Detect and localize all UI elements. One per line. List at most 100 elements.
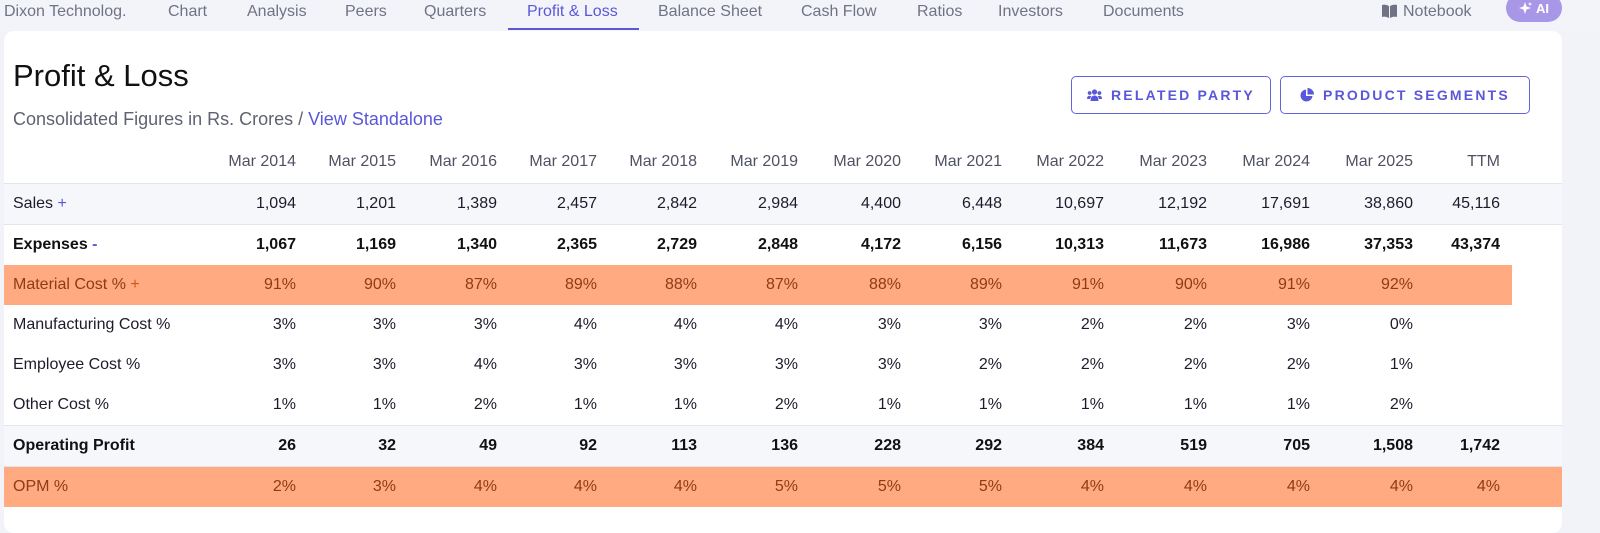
cell-value: 4%	[408, 466, 509, 507]
row-spacer	[1512, 425, 1562, 467]
cell-value: 4%	[1116, 466, 1219, 507]
company-name[interactable]: Dixon Technolog.	[4, 3, 127, 20]
related-party-button[interactable]: RELATED PARTY	[1071, 76, 1271, 114]
tab-investors[interactable]: Investors	[998, 3, 1063, 20]
tab-chart[interactable]: Chart	[168, 3, 208, 20]
cell-value: 1,094	[208, 183, 308, 225]
row-label-text: Other Cost %	[13, 396, 110, 413]
cell-value: 292	[913, 425, 1014, 467]
cell-value: 4%	[573, 316, 597, 333]
tab-ratios[interactable]: Ratios	[917, 3, 963, 20]
tab-profit-loss[interactable]: Profit & Loss	[527, 3, 618, 20]
row-label: Manufacturing Cost %	[4, 305, 208, 345]
row-label[interactable]: Expenses -	[4, 225, 208, 266]
cell-value: 519	[1116, 425, 1219, 467]
cell-value	[1425, 305, 1512, 345]
row-label-text: Manufacturing Cost %	[13, 316, 171, 333]
cell-value: 705	[1219, 425, 1322, 467]
column-header: Mar 2024	[1242, 153, 1310, 170]
cell-value: 38,860	[1322, 183, 1425, 225]
tab-cash-flow[interactable]: Cash Flow	[801, 3, 877, 20]
column-header: Mar 2021	[934, 153, 1002, 170]
collapse-toggle[interactable]: -	[92, 236, 98, 253]
cell-value: 2%	[1183, 316, 1207, 333]
cell-value: 3%	[1286, 316, 1310, 333]
cell-value: 89%	[509, 265, 609, 305]
header-row: Mar 2014 Mar 2015 Mar 2016 Mar 2017 Mar …	[4, 141, 1562, 184]
product-segments-button[interactable]: PRODUCT SEGMENTS	[1280, 76, 1530, 114]
cell-value: 91%	[1219, 265, 1322, 305]
cell-value: 4,172	[860, 236, 901, 253]
expand-toggle[interactable]: +	[57, 195, 67, 212]
cell-value: 37,353	[1364, 236, 1413, 253]
cell-value: 2%	[1286, 356, 1310, 373]
row-label-text: OPM %	[13, 478, 69, 495]
tab-documents[interactable]: Documents	[1103, 3, 1184, 20]
cell-value: 1%	[1389, 356, 1413, 373]
cell-value: 3%	[877, 356, 901, 373]
cell-value: 1,340	[456, 236, 497, 253]
cell-value: 1%	[573, 396, 597, 413]
cell-value: 136	[709, 425, 810, 467]
cell-value: 3%	[308, 466, 408, 507]
cell-value: 90%	[308, 265, 408, 305]
row-spacer	[1512, 345, 1562, 385]
cell-value: 2%	[978, 356, 1002, 373]
row-expenses[interactable]: Expenses - 1,067 1,169 1,340 2,365 2,729 2,848…	[4, 225, 1562, 266]
cell-value: 2%	[1080, 356, 1104, 373]
profit-loss-table: Mar 2014 Mar 2015 Mar 2016 Mar 2017 Mar …	[4, 141, 1562, 507]
cell-value: 2,848	[757, 236, 798, 253]
view-standalone-link[interactable]: View Standalone	[308, 109, 443, 129]
cell-value: 10,697	[1014, 183, 1116, 225]
cell-value: 17,691	[1219, 183, 1322, 225]
cell-value: 1,508	[1322, 425, 1425, 467]
cell-value: 4%	[473, 356, 497, 373]
cell-value: 87%	[408, 265, 509, 305]
ai-label: AI	[1536, 0, 1549, 16]
column-header: Mar 2016	[429, 153, 497, 170]
row-spacer	[1512, 265, 1562, 305]
tab-peers[interactable]: Peers	[345, 3, 387, 20]
row-spacer	[1512, 305, 1562, 345]
row-material-cost[interactable]: Material Cost % +91% 90% 87% 89% 88% 87% 88% 89…	[4, 265, 1562, 305]
cell-value: 2,984	[709, 183, 810, 225]
tab-analysis[interactable]: Analysis	[247, 3, 307, 20]
row-spacer	[1512, 466, 1562, 507]
cell-value: 16,986	[1261, 236, 1310, 253]
row-sales[interactable]: Sales +1,094 1,201 1,389 2,457 2,842 2,984 4,4…	[4, 183, 1562, 225]
row-label[interactable]: Material Cost % +	[4, 265, 208, 305]
cell-value: 113	[609, 425, 709, 467]
row-label-text: Expenses	[13, 236, 88, 253]
cell-value: 3%	[372, 316, 396, 333]
cell-value: 3%	[978, 316, 1002, 333]
cell-value: 5%	[709, 466, 810, 507]
top-nav: Dixon Technolog. Chart Analysis Peers Qu…	[0, 0, 1600, 32]
column-header: Mar 2020	[833, 153, 901, 170]
column-header: Mar 2018	[629, 153, 697, 170]
row-label-text: Material Cost %	[13, 276, 126, 293]
cell-value: 1%	[272, 396, 296, 413]
cell-value: 1,067	[255, 236, 296, 253]
tab-quarters[interactable]: Quarters	[424, 3, 487, 20]
cell-value: 3%	[573, 356, 597, 373]
cell-value: 2,457	[509, 183, 609, 225]
cell-value: 6,156	[961, 236, 1002, 253]
row-label-text: Operating Profit	[13, 437, 135, 454]
row-employee-cost: Employee Cost % 3% 3% 4% 3% 3% 3% 3% 2% 2% 2% 2% 1%	[4, 345, 1562, 385]
tab-balance-sheet[interactable]: Balance Sheet	[658, 3, 763, 20]
ai-button[interactable]: AI	[1506, 0, 1562, 22]
cell-value: 49	[408, 425, 509, 467]
row-spacer	[1512, 385, 1562, 426]
cell-value: 10,313	[1055, 236, 1104, 253]
notebook-label: Notebook	[1403, 3, 1472, 20]
subtitle-text: Consolidated Figures in Rs. Crores /	[13, 109, 309, 129]
notebook-link[interactable]: Notebook	[1382, 3, 1472, 21]
expand-toggle[interactable]: +	[130, 276, 140, 293]
cell-value: 1,742	[1425, 425, 1512, 467]
row-label: Employee Cost %	[4, 345, 208, 385]
cell-value: 228	[810, 425, 913, 467]
cell-value: 88%	[810, 265, 913, 305]
column-header: Mar 2022	[1036, 153, 1104, 170]
cell-value: 1%	[1286, 396, 1310, 413]
row-label[interactable]: Sales +	[4, 183, 208, 225]
